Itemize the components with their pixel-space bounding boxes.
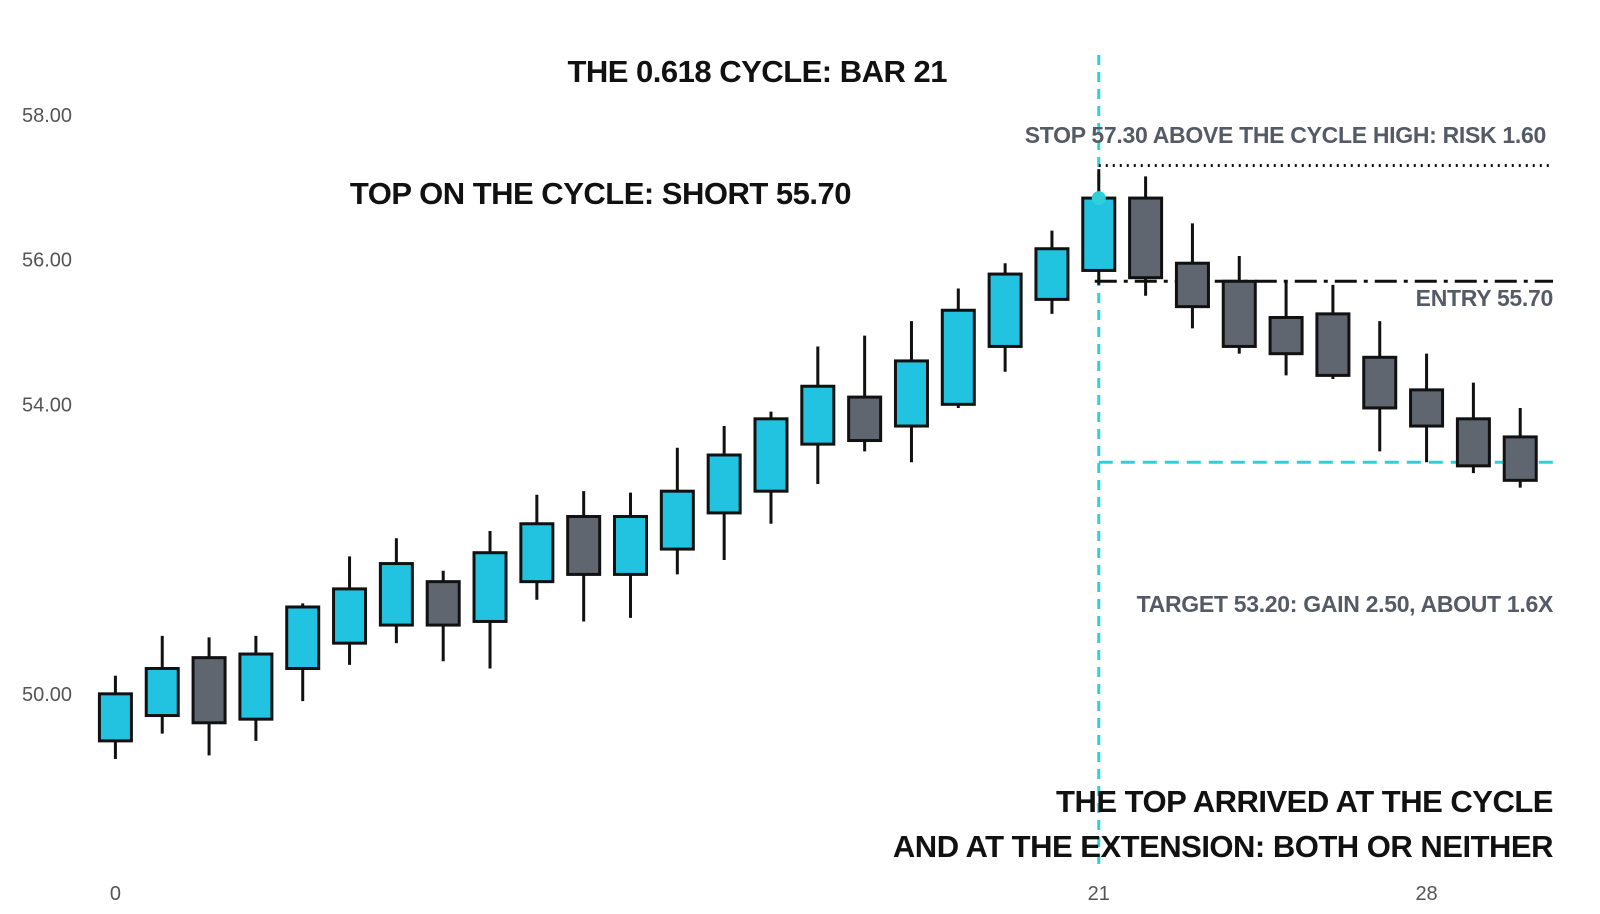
cycle-annotation: THE 0.618 CYCLE: BAR 21 bbox=[567, 54, 947, 89]
candle bbox=[1268, 281, 1304, 376]
y-tick-label: 54.00 bbox=[22, 394, 72, 416]
candles bbox=[97, 169, 1538, 759]
candle-body-bull bbox=[97, 692, 133, 743]
candle bbox=[940, 288, 976, 408]
candle bbox=[800, 346, 836, 484]
entry-annotation: ENTRY 55.70 bbox=[1416, 285, 1553, 311]
candle bbox=[144, 635, 180, 734]
candle-body-bull bbox=[659, 489, 695, 551]
candle bbox=[332, 556, 368, 665]
candle bbox=[753, 411, 789, 524]
candle-body-bear bbox=[1409, 388, 1445, 428]
note-line-1: THE TOP ARRIVED AT THE CYCLE bbox=[1056, 784, 1553, 819]
candle bbox=[425, 570, 461, 662]
candle bbox=[1455, 382, 1491, 474]
cycle-top-marker bbox=[1091, 191, 1106, 206]
candle-body-bull bbox=[1034, 247, 1070, 301]
y-tick-label: 58.00 bbox=[22, 105, 72, 127]
y-tick-label: 50.00 bbox=[22, 684, 72, 706]
candle-body-bull bbox=[144, 667, 180, 718]
candle-body-bear bbox=[1174, 261, 1210, 309]
candle bbox=[1034, 230, 1070, 314]
x-axis-ticks: 0 21 28 bbox=[110, 883, 1438, 905]
candle bbox=[659, 447, 695, 575]
candle-body-bear bbox=[1315, 312, 1351, 377]
candle-body-bear bbox=[191, 656, 227, 725]
candle-body-bull bbox=[613, 515, 649, 576]
candle-body-bear bbox=[1362, 355, 1398, 410]
candle-body-bull bbox=[940, 308, 976, 406]
candle-body-bear bbox=[566, 515, 602, 576]
x-tick-label: 28 bbox=[1415, 883, 1437, 905]
candle-body-bull bbox=[1081, 196, 1117, 272]
candle bbox=[1315, 284, 1351, 380]
candle-body-bull bbox=[893, 359, 929, 428]
candle bbox=[97, 675, 133, 759]
x-tick-label: 0 bbox=[110, 883, 121, 905]
candle-body-bear bbox=[1128, 196, 1164, 280]
candle-body-bear bbox=[847, 395, 883, 443]
candle-body-bear bbox=[1502, 435, 1538, 482]
candle bbox=[191, 637, 227, 756]
candle-body-bull bbox=[332, 587, 368, 645]
candle bbox=[1128, 176, 1164, 296]
candle-body-bear bbox=[1221, 279, 1257, 348]
candle-body-bull bbox=[285, 605, 321, 670]
candle bbox=[893, 321, 929, 463]
stop-annotation: STOP 57.30 ABOVE THE CYCLE HIGH: RISK 1.… bbox=[1025, 122, 1546, 148]
candle-body-bear bbox=[1455, 417, 1491, 468]
candle bbox=[472, 530, 508, 669]
candle-body-bull bbox=[238, 652, 274, 721]
candle bbox=[1409, 353, 1445, 463]
candle bbox=[1362, 321, 1398, 452]
y-axis-ticks: 50.00 54.00 56.00 58.00 bbox=[22, 105, 72, 706]
note-line-2: AND AT THE EXTENSION: BOTH OR NEITHER bbox=[893, 829, 1553, 864]
candle bbox=[987, 263, 1023, 372]
candle-body-bull bbox=[378, 562, 414, 627]
candle-body-bull bbox=[800, 384, 836, 446]
candle bbox=[1174, 223, 1210, 329]
candle bbox=[1221, 255, 1257, 354]
top-annotation: TOP ON THE CYCLE: SHORT 55.70 bbox=[350, 176, 851, 211]
candle bbox=[519, 494, 555, 600]
candle bbox=[1502, 407, 1538, 488]
candle bbox=[378, 538, 414, 644]
candle-body-bull bbox=[706, 453, 742, 515]
candle-body-bull bbox=[472, 551, 508, 623]
candle bbox=[566, 491, 602, 622]
markers bbox=[1091, 191, 1106, 206]
candle-body-bear bbox=[1268, 315, 1304, 356]
y-tick-label: 56.00 bbox=[22, 250, 72, 272]
x-tick-label: 21 bbox=[1088, 883, 1110, 905]
candle bbox=[613, 492, 649, 618]
target-annotation: TARGET 53.20: GAIN 2.50, ABOUT 1.6X bbox=[1137, 591, 1554, 617]
candle-body-bull bbox=[753, 417, 789, 493]
candle bbox=[847, 335, 883, 452]
candle bbox=[285, 603, 321, 702]
candle-body-bull bbox=[519, 522, 555, 584]
candle-body-bear bbox=[425, 580, 461, 627]
candle bbox=[238, 635, 274, 741]
candle bbox=[706, 426, 742, 560]
candle-body-bull bbox=[987, 272, 1023, 348]
candle bbox=[1081, 169, 1117, 285]
